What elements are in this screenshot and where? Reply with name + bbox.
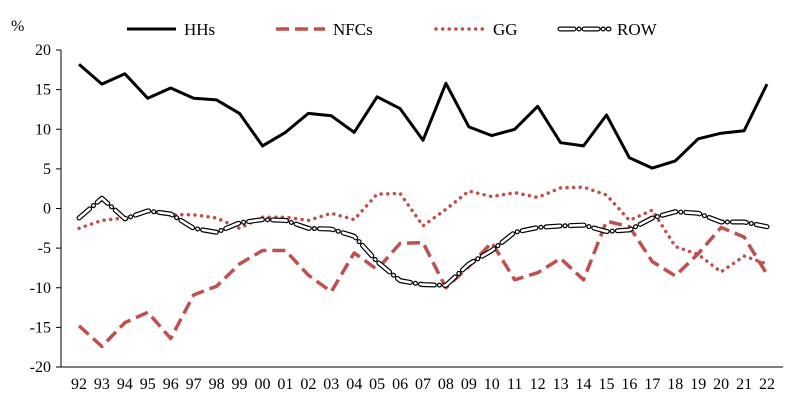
x-tick-label: 94 [117, 376, 133, 393]
x-tick-label: 01 [277, 376, 293, 393]
x-tick-label: 16 [621, 376, 637, 393]
y-tick-label: 20 [35, 42, 51, 59]
series-line-gg [77, 185, 769, 274]
y-tick-label: 10 [35, 121, 51, 138]
x-tick-label: 20 [713, 376, 729, 393]
x-tick-label: 95 [140, 376, 156, 393]
x-tick-label: 10 [484, 376, 500, 393]
tick-labels: 20 15 10 5 0 -5 -10 -15 -20 92 93 94 95 96 97 98 99 00 01 0… [30, 42, 775, 393]
x-tick-label: 13 [553, 376, 569, 393]
x-tick-label: 99 [232, 376, 248, 393]
axes [56, 49, 783, 368]
legend-label-hhs: HHs [184, 20, 215, 39]
series-line-row-outline [76, 195, 770, 288]
x-tick-label: 17 [644, 376, 660, 393]
x-tick-label: 09 [461, 376, 477, 393]
y-tick-label: 15 [35, 82, 51, 99]
series-layer [76, 63, 770, 349]
legend-label-nfcs: NFCs [333, 20, 373, 39]
x-tick-label: 15 [598, 376, 614, 393]
x-tick-label: 18 [667, 376, 683, 393]
y-tick-label: -5 [38, 240, 51, 257]
x-tick-label: 98 [209, 376, 225, 393]
x-tick-label: 21 [736, 376, 752, 393]
x-tick-label: 96 [163, 376, 179, 393]
x-tick-label: 22 [759, 376, 775, 393]
x-tick-label: 92 [71, 376, 87, 393]
y-tick-label: 5 [43, 161, 51, 178]
series-line-hhs [78, 63, 769, 170]
y-tick-label: -15 [30, 319, 51, 336]
x-tick-label: 04 [346, 376, 362, 393]
x-tick-label: 03 [323, 376, 339, 393]
x-tick-label: 14 [576, 376, 592, 393]
x-tick-label: 06 [392, 376, 408, 393]
series-line-nfcs [77, 219, 769, 349]
x-tick-label: 02 [300, 376, 316, 393]
x-tick-label: 93 [94, 376, 110, 393]
x-tick-label: 19 [690, 376, 706, 393]
x-tick-label: 05 [369, 376, 385, 393]
x-tick-label: 11 [507, 376, 522, 393]
series-line-row [77, 196, 769, 287]
y-tick-label: 0 [43, 201, 51, 218]
y-tick-label: -10 [30, 280, 51, 297]
x-tick-label: 97 [186, 376, 202, 393]
x-tick-label: 00 [254, 376, 270, 393]
x-tick-label: 07 [415, 376, 431, 393]
x-tick-label: 12 [530, 376, 546, 393]
legend-label-row: ROW [617, 20, 658, 39]
y-axis-unit-label: % [11, 18, 24, 35]
legend: HHs NFCs GG ROW [127, 20, 658, 39]
y-tick-label: -20 [30, 359, 51, 376]
x-tick-label: 08 [438, 376, 454, 393]
legend-label-gg: GG [493, 20, 518, 39]
